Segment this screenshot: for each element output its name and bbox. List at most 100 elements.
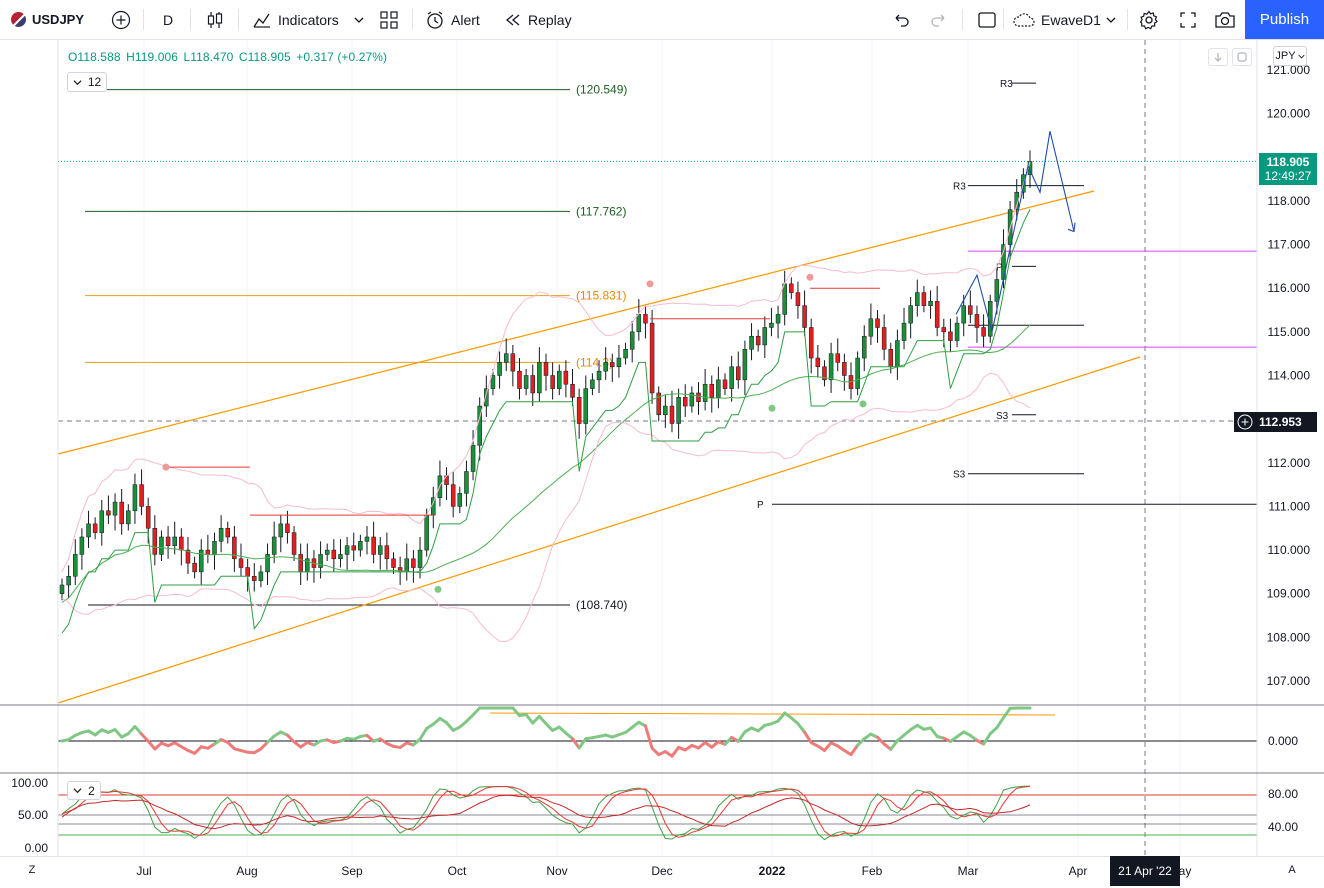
templates-button[interactable] [380, 0, 398, 39]
alarm-clock-icon [425, 10, 445, 30]
maximize-pane-button[interactable] [1232, 48, 1252, 66]
crosshair-price: 112.953 [1259, 415, 1302, 429]
candle-body [630, 332, 634, 349]
publish-label: Publish [1260, 11, 1309, 28]
candle-body [365, 537, 369, 541]
replay-button[interactable]: Replay [504, 0, 572, 39]
candle-body [146, 506, 150, 528]
osc1-segment [672, 747, 679, 756]
zoom-toggle-button[interactable]: Z [22, 860, 42, 880]
candle-body [869, 319, 873, 336]
candle-body [173, 537, 177, 546]
snapshot-button[interactable] [1214, 0, 1236, 39]
candle-body [212, 541, 216, 554]
candle-body [411, 559, 415, 568]
camera-icon [1214, 10, 1236, 30]
chevron-down-icon [73, 786, 82, 795]
price-tick-label: 117.000 [1268, 238, 1311, 252]
candle-body [206, 550, 210, 554]
candle-body [385, 546, 389, 559]
osc2-left-tick: 100.00 [11, 776, 48, 790]
pivot-label: R3 [953, 182, 966, 193]
fullscreen-button[interactable] [1179, 0, 1197, 39]
osc2-right-tick: 40.00 [1268, 820, 1298, 834]
crosshair-price-box: 112.953 [1234, 412, 1317, 432]
candle-body [352, 546, 356, 550]
currency-badge[interactable]: JPY [1273, 46, 1307, 66]
publish-button[interactable]: Publish [1245, 0, 1324, 39]
candle-body [750, 336, 754, 349]
time-tick-label: Feb [862, 864, 883, 878]
candle-body [325, 550, 329, 554]
candle-body [643, 314, 647, 323]
price-channel [58, 191, 1140, 703]
alert-label: Alert [451, 12, 480, 28]
osc1-segment [824, 743, 831, 751]
settings-button[interactable] [1139, 0, 1159, 39]
candle-body [935, 301, 939, 327]
candle-body [862, 336, 866, 358]
alert-button[interactable]: Alert [425, 0, 480, 39]
osc1-segment [1003, 708, 1010, 717]
candle-body [703, 384, 707, 401]
candle-body [504, 354, 508, 363]
plus-circle-icon[interactable] [1237, 414, 1253, 430]
price-tick-label: 107.000 [1267, 674, 1311, 688]
candle-body [975, 314, 979, 327]
interval-button[interactable]: D [163, 0, 173, 39]
candle-body [882, 327, 886, 349]
scroll-down-button[interactable] [1208, 48, 1228, 66]
auto-scale-label: A [1288, 864, 1295, 876]
square-icon [977, 10, 997, 30]
candle-body [982, 327, 986, 336]
indicators-dropdown[interactable] [354, 0, 364, 39]
candle-body [153, 528, 157, 554]
candle-body [73, 554, 77, 576]
change-value: +0.317 (+0.27%) [296, 50, 387, 64]
candle-body [584, 389, 588, 424]
osc1-tick-label: 0.000 [1268, 734, 1298, 748]
indicators-button[interactable]: Indicators [252, 0, 339, 39]
layout-button[interactable]: EwaveD1 [1012, 0, 1101, 39]
candle-body [120, 502, 124, 524]
candle-body [464, 472, 468, 494]
candle-body [338, 554, 342, 558]
indicators-collapse-button[interactable]: 12 [67, 72, 107, 92]
candle-body [166, 537, 170, 546]
candle-body [252, 576, 256, 580]
candle-body [239, 559, 243, 568]
osc1-segment [851, 745, 858, 754]
resistance-marker [163, 464, 170, 471]
compare-button[interactable] [111, 0, 131, 39]
chevron-down-icon [1106, 15, 1116, 25]
candle-body [126, 511, 130, 524]
resistance-marker [647, 280, 654, 287]
redo-button[interactable] [930, 0, 948, 39]
candle-body [670, 406, 674, 423]
last-price-box: 118.905 12:49:27 [1259, 153, 1317, 185]
candle-body [783, 284, 787, 315]
grid-icon [380, 11, 398, 29]
square-icon [1237, 52, 1247, 62]
candle-body [372, 537, 376, 554]
price-tick-label: 108.000 [1267, 630, 1311, 644]
layout-dropdown[interactable] [1106, 0, 1116, 39]
symbol-label: USDJPY [32, 12, 84, 27]
fib-levels: (120.549)(117.762)(115.831)(114.3)(108.7… [85, 83, 627, 612]
chart-area[interactable]: (120.549)(117.762)(115.831)(114.3)(108.7… [0, 40, 1324, 856]
candle-body [895, 341, 899, 367]
candle-body [942, 327, 946, 331]
bar-countdown: 12:49:27 [1259, 169, 1317, 183]
candle-body [776, 314, 780, 323]
rewind-icon [504, 11, 522, 29]
oscillator-collapse-button[interactable]: 2 [67, 781, 101, 800]
candle-body [458, 493, 462, 506]
symbol-search[interactable]: USDJPY [11, 0, 84, 39]
candle-body [889, 349, 893, 366]
undo-button[interactable] [892, 0, 910, 39]
fullscreen-select-button[interactable] [977, 0, 997, 39]
osc1-segment [891, 741, 898, 750]
candle-body [544, 362, 548, 375]
chart-type-button[interactable] [205, 0, 225, 39]
auto-scale-button[interactable]: A [1282, 860, 1302, 880]
